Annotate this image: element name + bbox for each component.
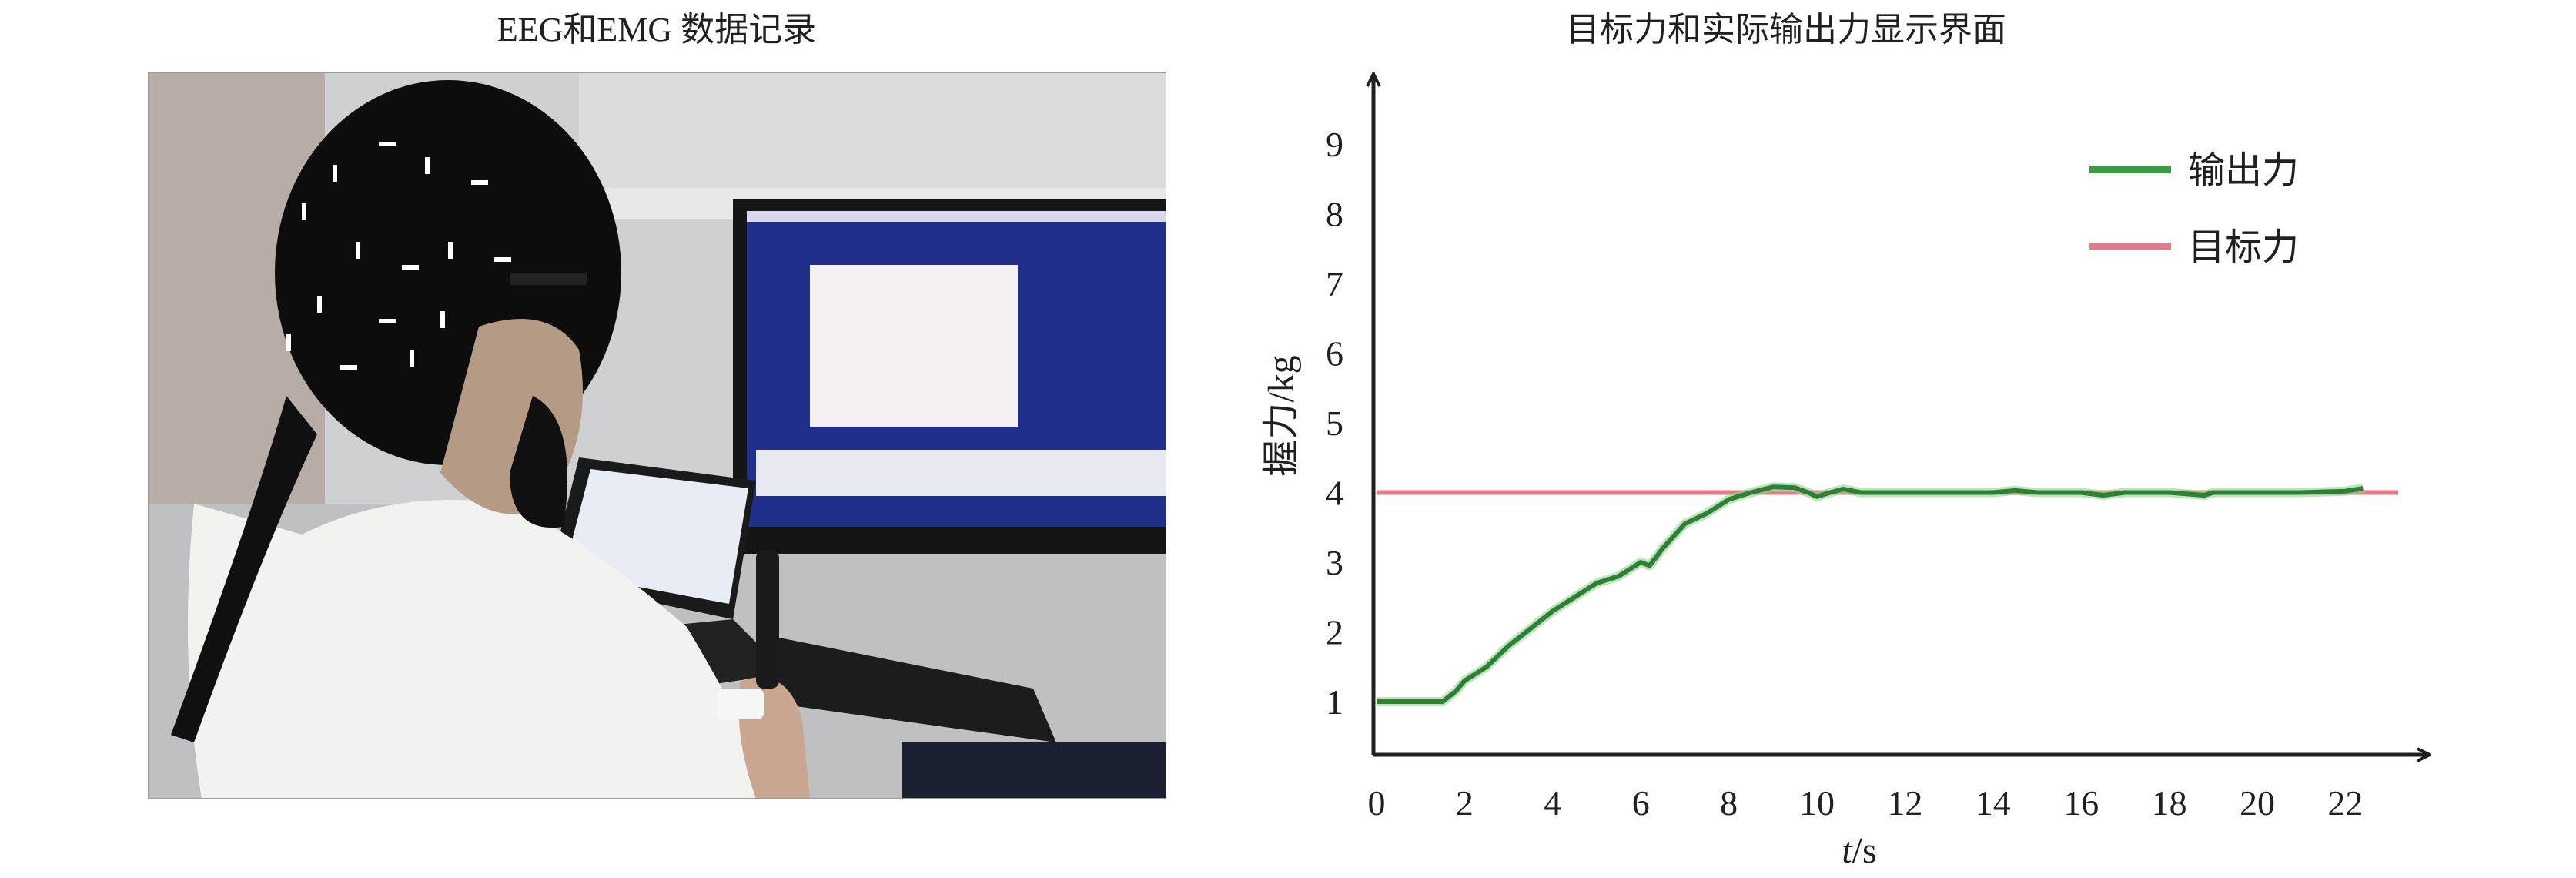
x-tick-label: 10 xyxy=(1799,783,1835,823)
y-tick-label: 5 xyxy=(1326,404,1343,443)
x-axis-unit: /s xyxy=(1852,830,1877,871)
legend-label-output: 输出力 xyxy=(2188,150,2299,191)
x-axis-variable: t xyxy=(1842,830,1853,871)
x-tick-label: 4 xyxy=(1544,783,1561,823)
eeg-emg-recording-photo xyxy=(148,72,1166,799)
legend-label-target: 目标力 xyxy=(2188,227,2299,268)
output-force-halo xyxy=(1377,482,2364,706)
y-tick-label: 4 xyxy=(1326,474,1343,513)
x-axis-label: t/s xyxy=(1842,830,1876,871)
y-tick-label: 7 xyxy=(1326,264,1343,303)
x-tick-label: 0 xyxy=(1368,783,1386,823)
x-tick-label: 14 xyxy=(1975,783,2011,823)
right-panel-title: 目标力和实际输出力显示界面 xyxy=(1566,11,2006,49)
x-tick-label: 2 xyxy=(1456,783,1474,823)
output-force-line xyxy=(1377,484,2364,704)
x-tick-label: 8 xyxy=(1720,783,1738,823)
left-panel-title: EEG和EMG 数据记录 xyxy=(497,11,817,49)
x-tick-label: 18 xyxy=(2152,783,2187,823)
y-tick-label: 9 xyxy=(1326,125,1343,164)
y-tick-label: 8 xyxy=(1326,195,1343,234)
y-tick-label: 1 xyxy=(1326,682,1343,722)
x-tick-label: 12 xyxy=(1887,783,1922,823)
x-tick-label: 6 xyxy=(1632,783,1650,823)
x-tick-label: 22 xyxy=(2327,783,2363,823)
y-tick-label: 6 xyxy=(1326,334,1343,374)
y-axis-label: 握力/kg xyxy=(1261,355,1302,476)
x-tick-label: 16 xyxy=(2063,783,2099,823)
y-tick-label: 2 xyxy=(1326,613,1343,652)
y-tick-label: 3 xyxy=(1326,543,1343,582)
x-tick-label: 20 xyxy=(2240,783,2275,823)
legend: 输出力 目标力 xyxy=(2089,150,2299,268)
